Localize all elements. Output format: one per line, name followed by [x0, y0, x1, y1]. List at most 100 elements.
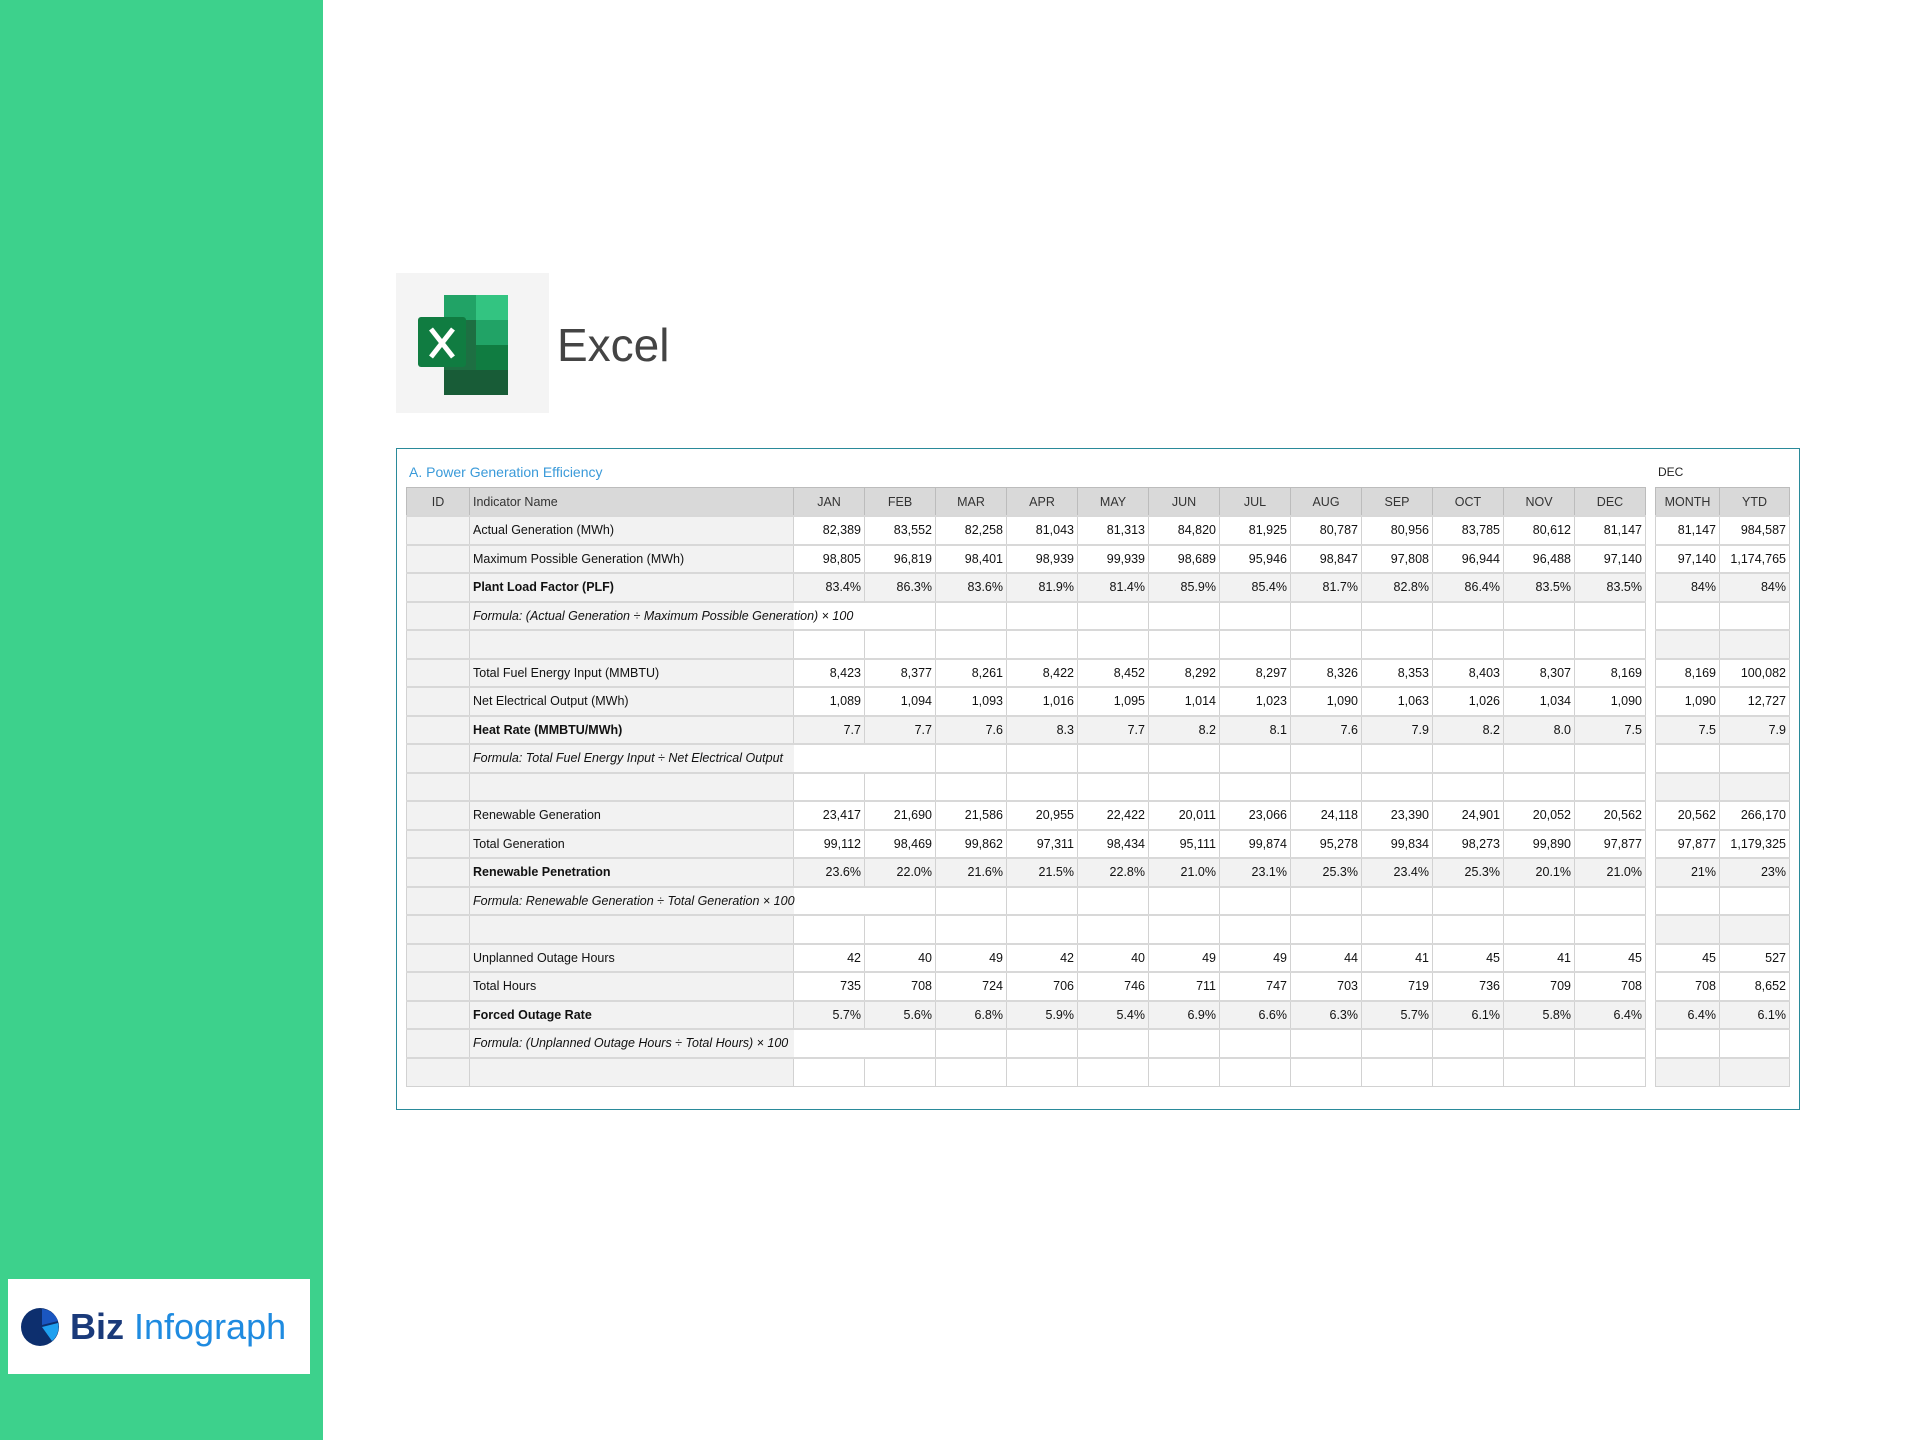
indicator-name[interactable]: Net Electrical Output (MWh): [469, 686, 794, 716]
empty-cell[interactable]: [1432, 914, 1504, 944]
value-cell[interactable]: 95,111: [1148, 828, 1220, 859]
value-cell[interactable]: 82.8%: [1361, 572, 1433, 602]
empty-cell[interactable]: [864, 1056, 936, 1087]
value-cell[interactable]: 82,389: [793, 515, 865, 545]
empty-cell[interactable]: [1574, 600, 1646, 631]
empty-cell[interactable]: [1655, 914, 1720, 944]
indicator-name[interactable]: Plant Load Factor (PLF): [469, 572, 794, 602]
value-cell[interactable]: 81.4%: [1077, 572, 1149, 602]
value-cell[interactable]: 711: [1148, 971, 1220, 1001]
value-cell[interactable]: 99,939: [1077, 543, 1149, 574]
value-cell[interactable]: 83.4%: [793, 572, 865, 602]
empty-cell[interactable]: [1077, 885, 1149, 916]
value-cell[interactable]: 706: [1006, 971, 1078, 1001]
value-cell[interactable]: 22.0%: [864, 857, 936, 887]
empty-cell[interactable]: [469, 1056, 794, 1087]
empty-cell[interactable]: [1655, 1056, 1720, 1087]
empty-cell[interactable]: [1219, 1056, 1291, 1087]
empty-cell[interactable]: [1361, 743, 1433, 773]
id-cell[interactable]: [406, 572, 470, 602]
value-cell[interactable]: 84,820: [1148, 515, 1220, 545]
value-cell[interactable]: 6.4%: [1574, 999, 1646, 1030]
id-cell[interactable]: [406, 657, 470, 688]
empty-cell[interactable]: [1148, 1056, 1220, 1087]
value-cell[interactable]: 1,063: [1361, 686, 1433, 716]
value-cell[interactable]: 5.4%: [1077, 999, 1149, 1030]
value-cell[interactable]: 8,297: [1219, 657, 1291, 688]
empty-cell[interactable]: [1719, 1056, 1790, 1087]
value-cell[interactable]: 21.5%: [1006, 857, 1078, 887]
value-cell[interactable]: 8.2: [1432, 714, 1504, 745]
empty-cell[interactable]: [1361, 885, 1433, 916]
empty-cell[interactable]: [1432, 600, 1504, 631]
value-cell[interactable]: 1,023: [1219, 686, 1291, 716]
month-value[interactable]: 708: [1655, 971, 1720, 1001]
indicator-name[interactable]: Total Generation: [469, 828, 794, 859]
value-cell[interactable]: 25.3%: [1290, 857, 1362, 887]
empty-cell[interactable]: [864, 629, 936, 659]
value-cell[interactable]: 80,956: [1361, 515, 1433, 545]
empty-cell[interactable]: [935, 771, 1007, 802]
value-cell[interactable]: 42: [1006, 942, 1078, 973]
value-cell[interactable]: 5.9%: [1006, 999, 1078, 1030]
empty-cell[interactable]: [1148, 1028, 1220, 1058]
value-cell[interactable]: 81,313: [1077, 515, 1149, 545]
empty-cell[interactable]: [1574, 914, 1646, 944]
id-cell[interactable]: [406, 743, 470, 773]
empty-cell[interactable]: [1574, 885, 1646, 916]
value-cell[interactable]: 7.6: [1290, 714, 1362, 745]
indicator-name[interactable]: Forced Outage Rate: [469, 999, 794, 1030]
empty-cell[interactable]: [935, 914, 1007, 944]
ytd-value[interactable]: 100,082: [1719, 657, 1790, 688]
empty-cell[interactable]: [1503, 1056, 1575, 1087]
value-cell[interactable]: 1,090: [1574, 686, 1646, 716]
value-cell[interactable]: 44: [1290, 942, 1362, 973]
id-cell[interactable]: [406, 857, 470, 887]
empty-cell[interactable]: [1006, 1056, 1078, 1087]
value-cell[interactable]: 98,689: [1148, 543, 1220, 574]
value-cell[interactable]: 8,422: [1006, 657, 1078, 688]
empty-cell[interactable]: [1006, 1028, 1078, 1058]
id-cell[interactable]: [406, 600, 470, 631]
value-cell[interactable]: 8,261: [935, 657, 1007, 688]
value-cell[interactable]: 747: [1219, 971, 1291, 1001]
empty-cell[interactable]: [1574, 771, 1646, 802]
empty-cell[interactable]: [1290, 1056, 1362, 1087]
indicator-name[interactable]: Renewable Penetration: [469, 857, 794, 887]
value-cell[interactable]: 746: [1077, 971, 1149, 1001]
value-cell[interactable]: 96,488: [1503, 543, 1575, 574]
id-cell[interactable]: [406, 1056, 470, 1087]
value-cell[interactable]: 8,353: [1361, 657, 1433, 688]
value-cell[interactable]: 80,612: [1503, 515, 1575, 545]
empty-cell[interactable]: [1077, 1056, 1149, 1087]
id-cell[interactable]: [406, 515, 470, 545]
id-cell[interactable]: [406, 686, 470, 716]
value-cell[interactable]: 7.7: [1077, 714, 1149, 745]
ytd-value[interactable]: 1,179,325: [1719, 828, 1790, 859]
id-cell[interactable]: [406, 942, 470, 973]
value-cell[interactable]: 99,834: [1361, 828, 1433, 859]
value-cell[interactable]: 41: [1503, 942, 1575, 973]
empty-cell[interactable]: [1432, 771, 1504, 802]
formula-note[interactable]: Formula: (Actual Generation ÷ Maximum Po…: [469, 600, 936, 631]
empty-cell[interactable]: [1503, 885, 1575, 916]
empty-cell[interactable]: [1361, 914, 1433, 944]
month-value[interactable]: 1,090: [1655, 686, 1720, 716]
empty-cell[interactable]: [935, 600, 1007, 631]
empty-cell[interactable]: [1219, 629, 1291, 659]
value-cell[interactable]: 1,090: [1290, 686, 1362, 716]
value-cell[interactable]: 40: [864, 942, 936, 973]
month-value[interactable]: 8,169: [1655, 657, 1720, 688]
value-cell[interactable]: 98,273: [1432, 828, 1504, 859]
month-value[interactable]: 81,147: [1655, 515, 1720, 545]
empty-cell[interactable]: [1432, 1028, 1504, 1058]
value-cell[interactable]: 95,278: [1290, 828, 1362, 859]
value-cell[interactable]: 83,552: [864, 515, 936, 545]
value-cell[interactable]: 23,390: [1361, 800, 1433, 830]
empty-cell[interactable]: [1655, 885, 1720, 916]
value-cell[interactable]: 22,422: [1077, 800, 1149, 830]
id-cell[interactable]: [406, 999, 470, 1030]
value-cell[interactable]: 96,944: [1432, 543, 1504, 574]
empty-cell[interactable]: [1655, 629, 1720, 659]
value-cell[interactable]: 5.8%: [1503, 999, 1575, 1030]
